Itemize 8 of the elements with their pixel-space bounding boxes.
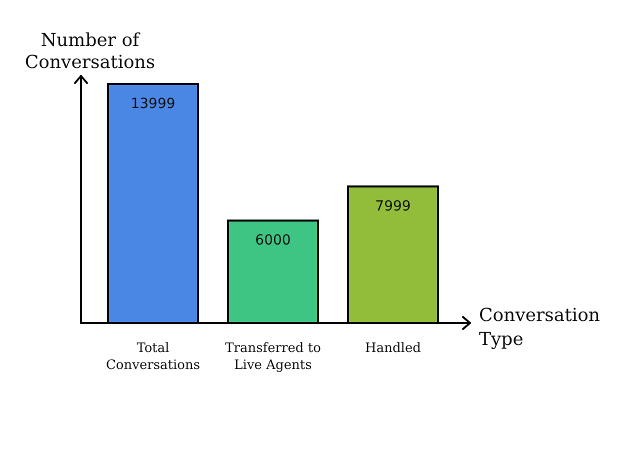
x-axis-title: Conversation Type [479, 305, 600, 350]
x-tick-label: Handled [365, 341, 421, 356]
x-tick-label: Total Conversations [106, 341, 200, 373]
y-axis-title: Number of Conversations [24, 30, 156, 73]
data-label: 7999 [375, 198, 411, 214]
data-label: 13999 [130, 96, 176, 112]
x-tick-label: Transferred to Live Agents [225, 341, 322, 373]
data-label: 6000 [255, 232, 291, 249]
